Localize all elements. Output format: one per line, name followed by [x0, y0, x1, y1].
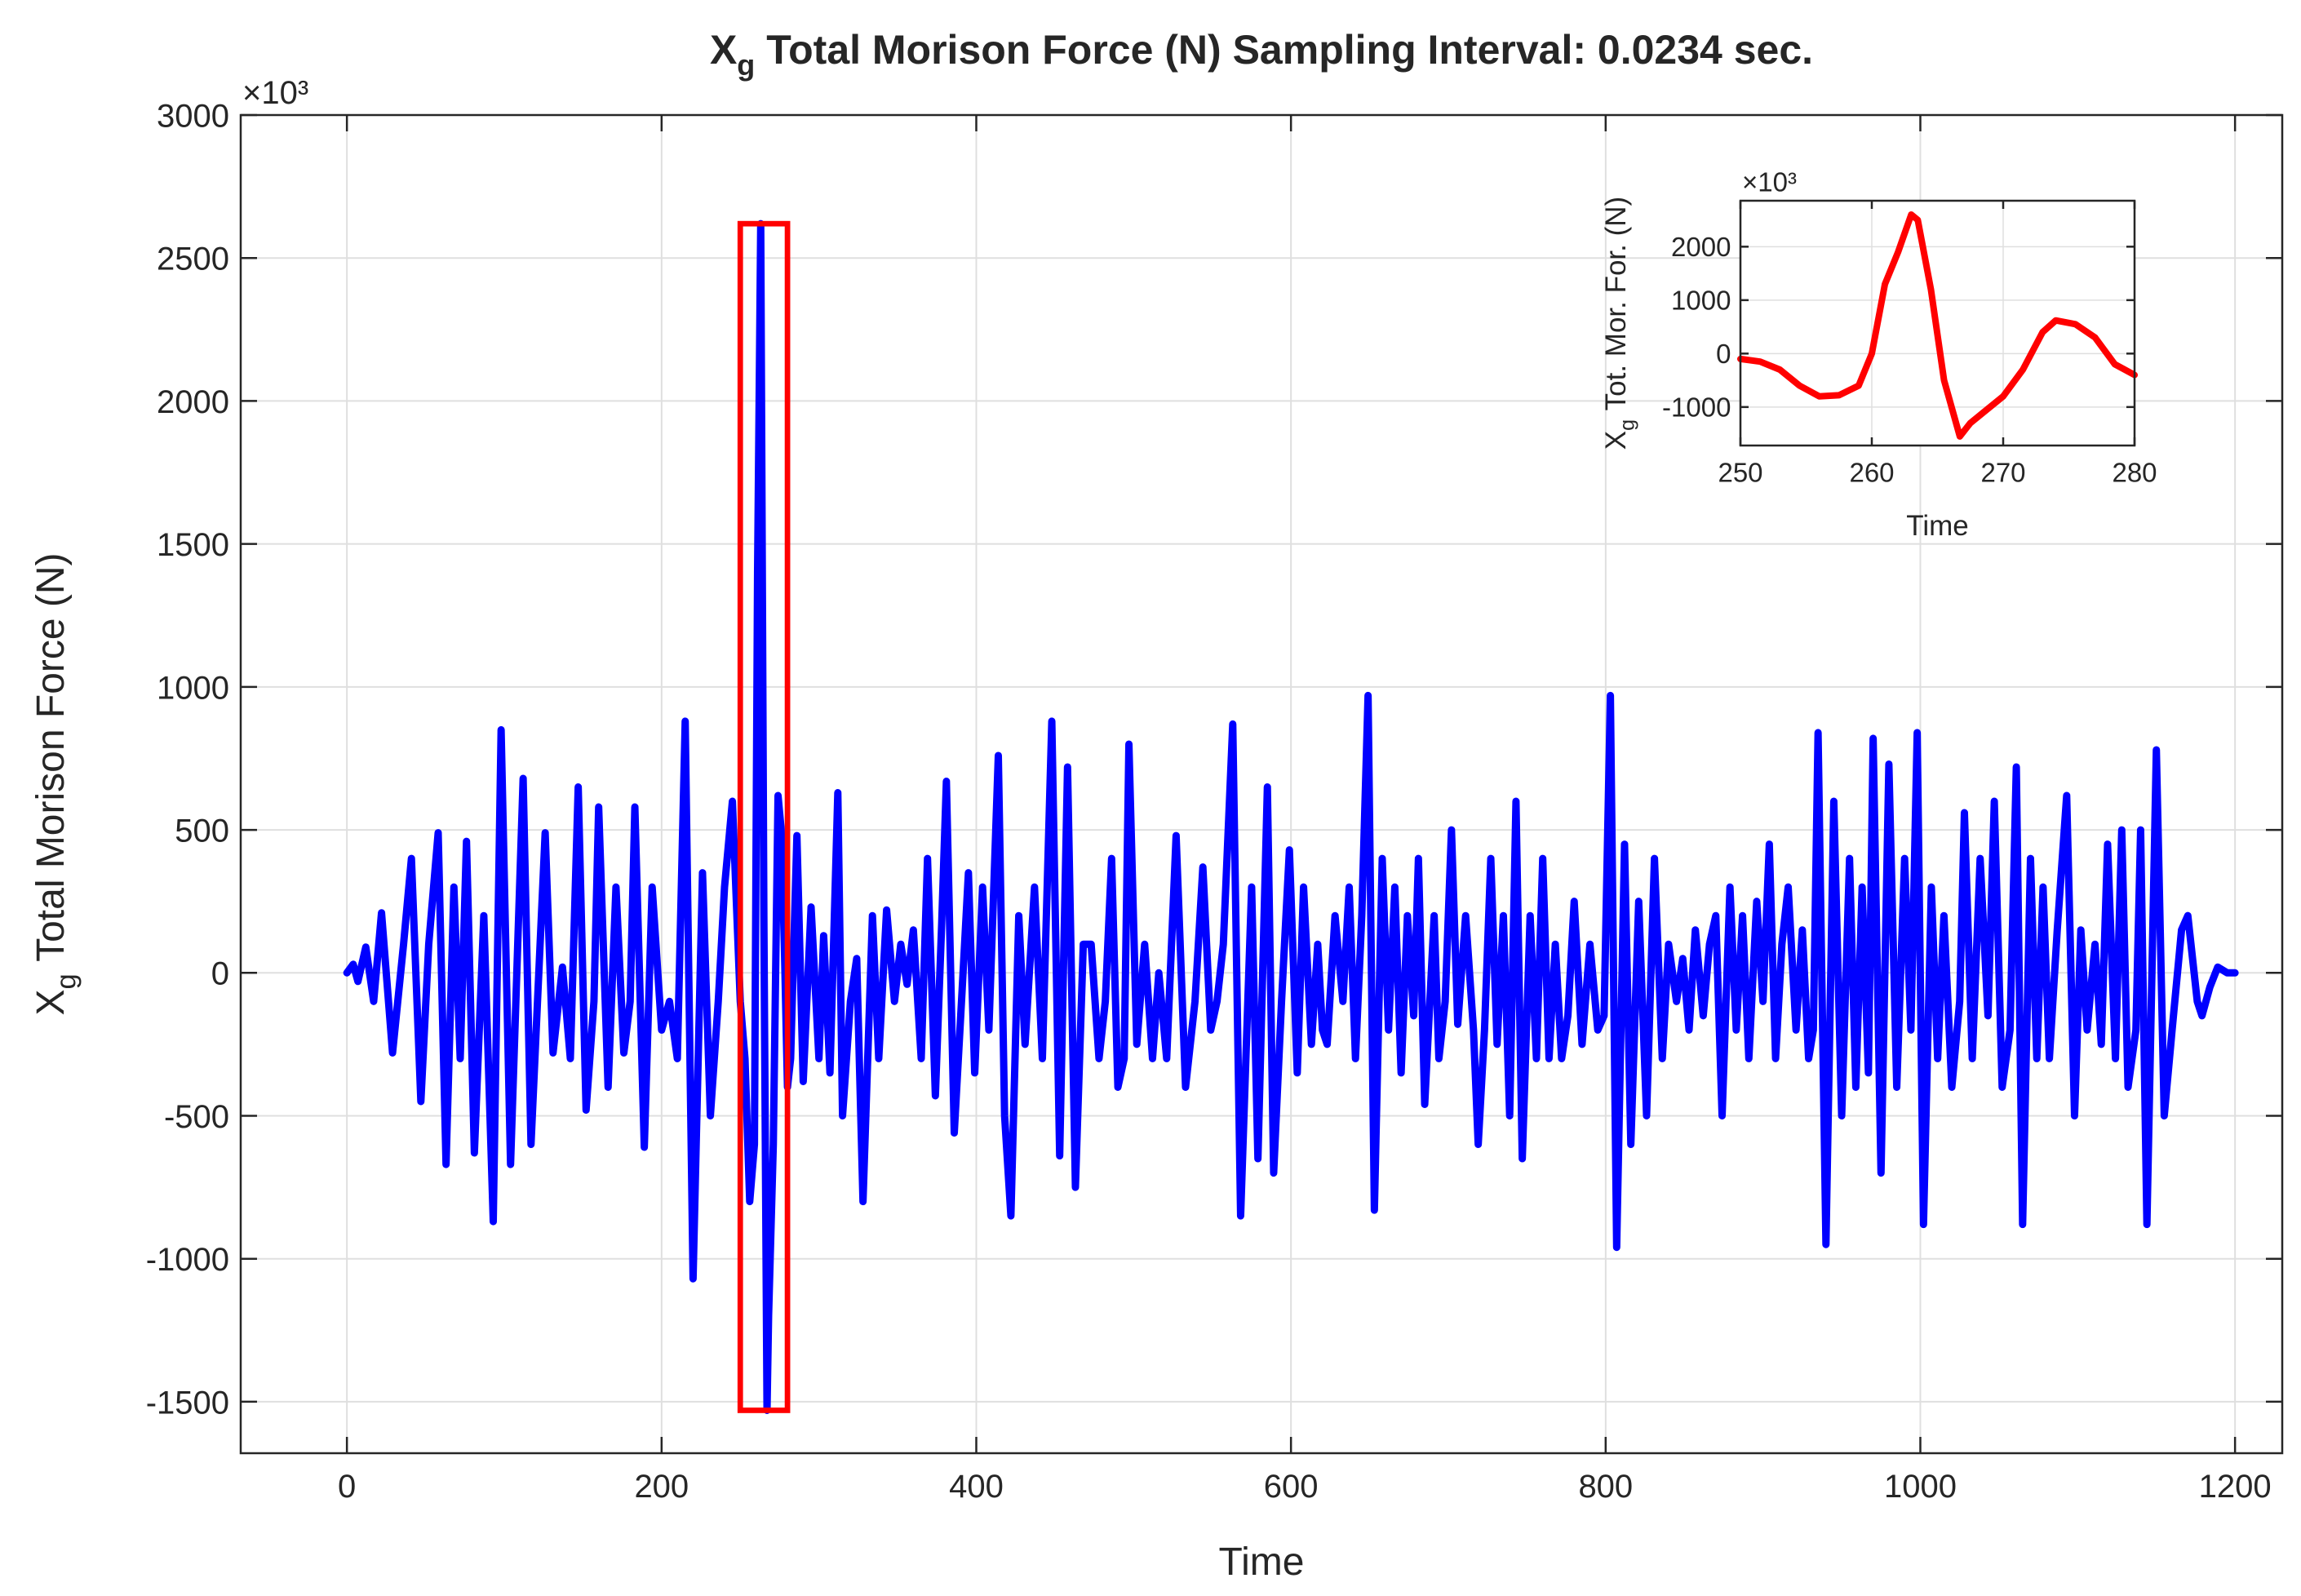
x-tick-label: 800 [1578, 1469, 1633, 1505]
x-axis-label: Time [1219, 1541, 1305, 1584]
x-tick-label: 1200 [2199, 1469, 2272, 1505]
y-tick-label: 2000 [157, 384, 229, 420]
y-tick-label: 3000 [157, 98, 229, 134]
y-label-text: Tot. Mor. For. (N) [1600, 197, 1632, 411]
axes-frame [239, 113, 2284, 1455]
y-tick-label: -500 [164, 1099, 229, 1135]
y-tick-label: 1000 [1671, 286, 1731, 316]
y-label-symbol: X [1600, 431, 1632, 450]
x-tick-label: 260 [1849, 458, 1894, 488]
data-line [1737, 211, 2138, 440]
x-tick-label: 0 [338, 1469, 356, 1505]
title-text: Total Morison Force (N) Sampling Interva… [766, 27, 1813, 73]
title-subscript: g [737, 48, 755, 82]
x-tick-label: 1000 [1884, 1469, 1957, 1505]
x-tick-label: 280 [2112, 458, 2157, 488]
y-tick-label: 2500 [157, 242, 229, 277]
highlight-box [737, 220, 791, 1413]
y-multiplier: ×10³ [1742, 166, 1797, 197]
data-line [343, 219, 2239, 1414]
x-tick-label: 400 [949, 1469, 1004, 1505]
y-tick-label: -1000 [146, 1242, 229, 1278]
chart-title: Xg Total Morison Force (N) Sampling Inter… [710, 27, 1813, 82]
title-symbol: X [710, 27, 737, 73]
y-tick-label: 1000 [157, 670, 229, 706]
y-axis-label: Xg Tot. Mor. For. (N) [1600, 197, 1639, 450]
y-label-symbol: X [29, 990, 73, 1016]
y-label-text: Total Morison Force (N) [29, 552, 73, 961]
x-axis-label: Time [1906, 510, 1968, 542]
x-tick-label: 270 [1980, 458, 2025, 488]
y-tick-label: 1500 [157, 527, 229, 563]
y-tick-label: 500 [175, 813, 229, 849]
y-axis-label: Xg Total Morison Force (N) [29, 552, 82, 1015]
y-tick-label: 0 [1716, 339, 1731, 369]
y-tick-label: -1500 [146, 1385, 229, 1421]
y-label-subscript: g [51, 973, 82, 989]
y-multiplier: ×10³ [242, 75, 308, 111]
x-tick-label: 600 [1264, 1469, 1319, 1505]
y-label-subscript: g [1616, 419, 1639, 431]
y-tick-label: 2000 [1671, 232, 1731, 262]
x-tick-label: 200 [634, 1469, 689, 1505]
axes-frame [1739, 199, 2136, 447]
y-tick-label: 0 [211, 956, 229, 992]
y-tick-label: -1000 [1662, 392, 1731, 423]
x-tick-label: 250 [1718, 458, 1762, 488]
